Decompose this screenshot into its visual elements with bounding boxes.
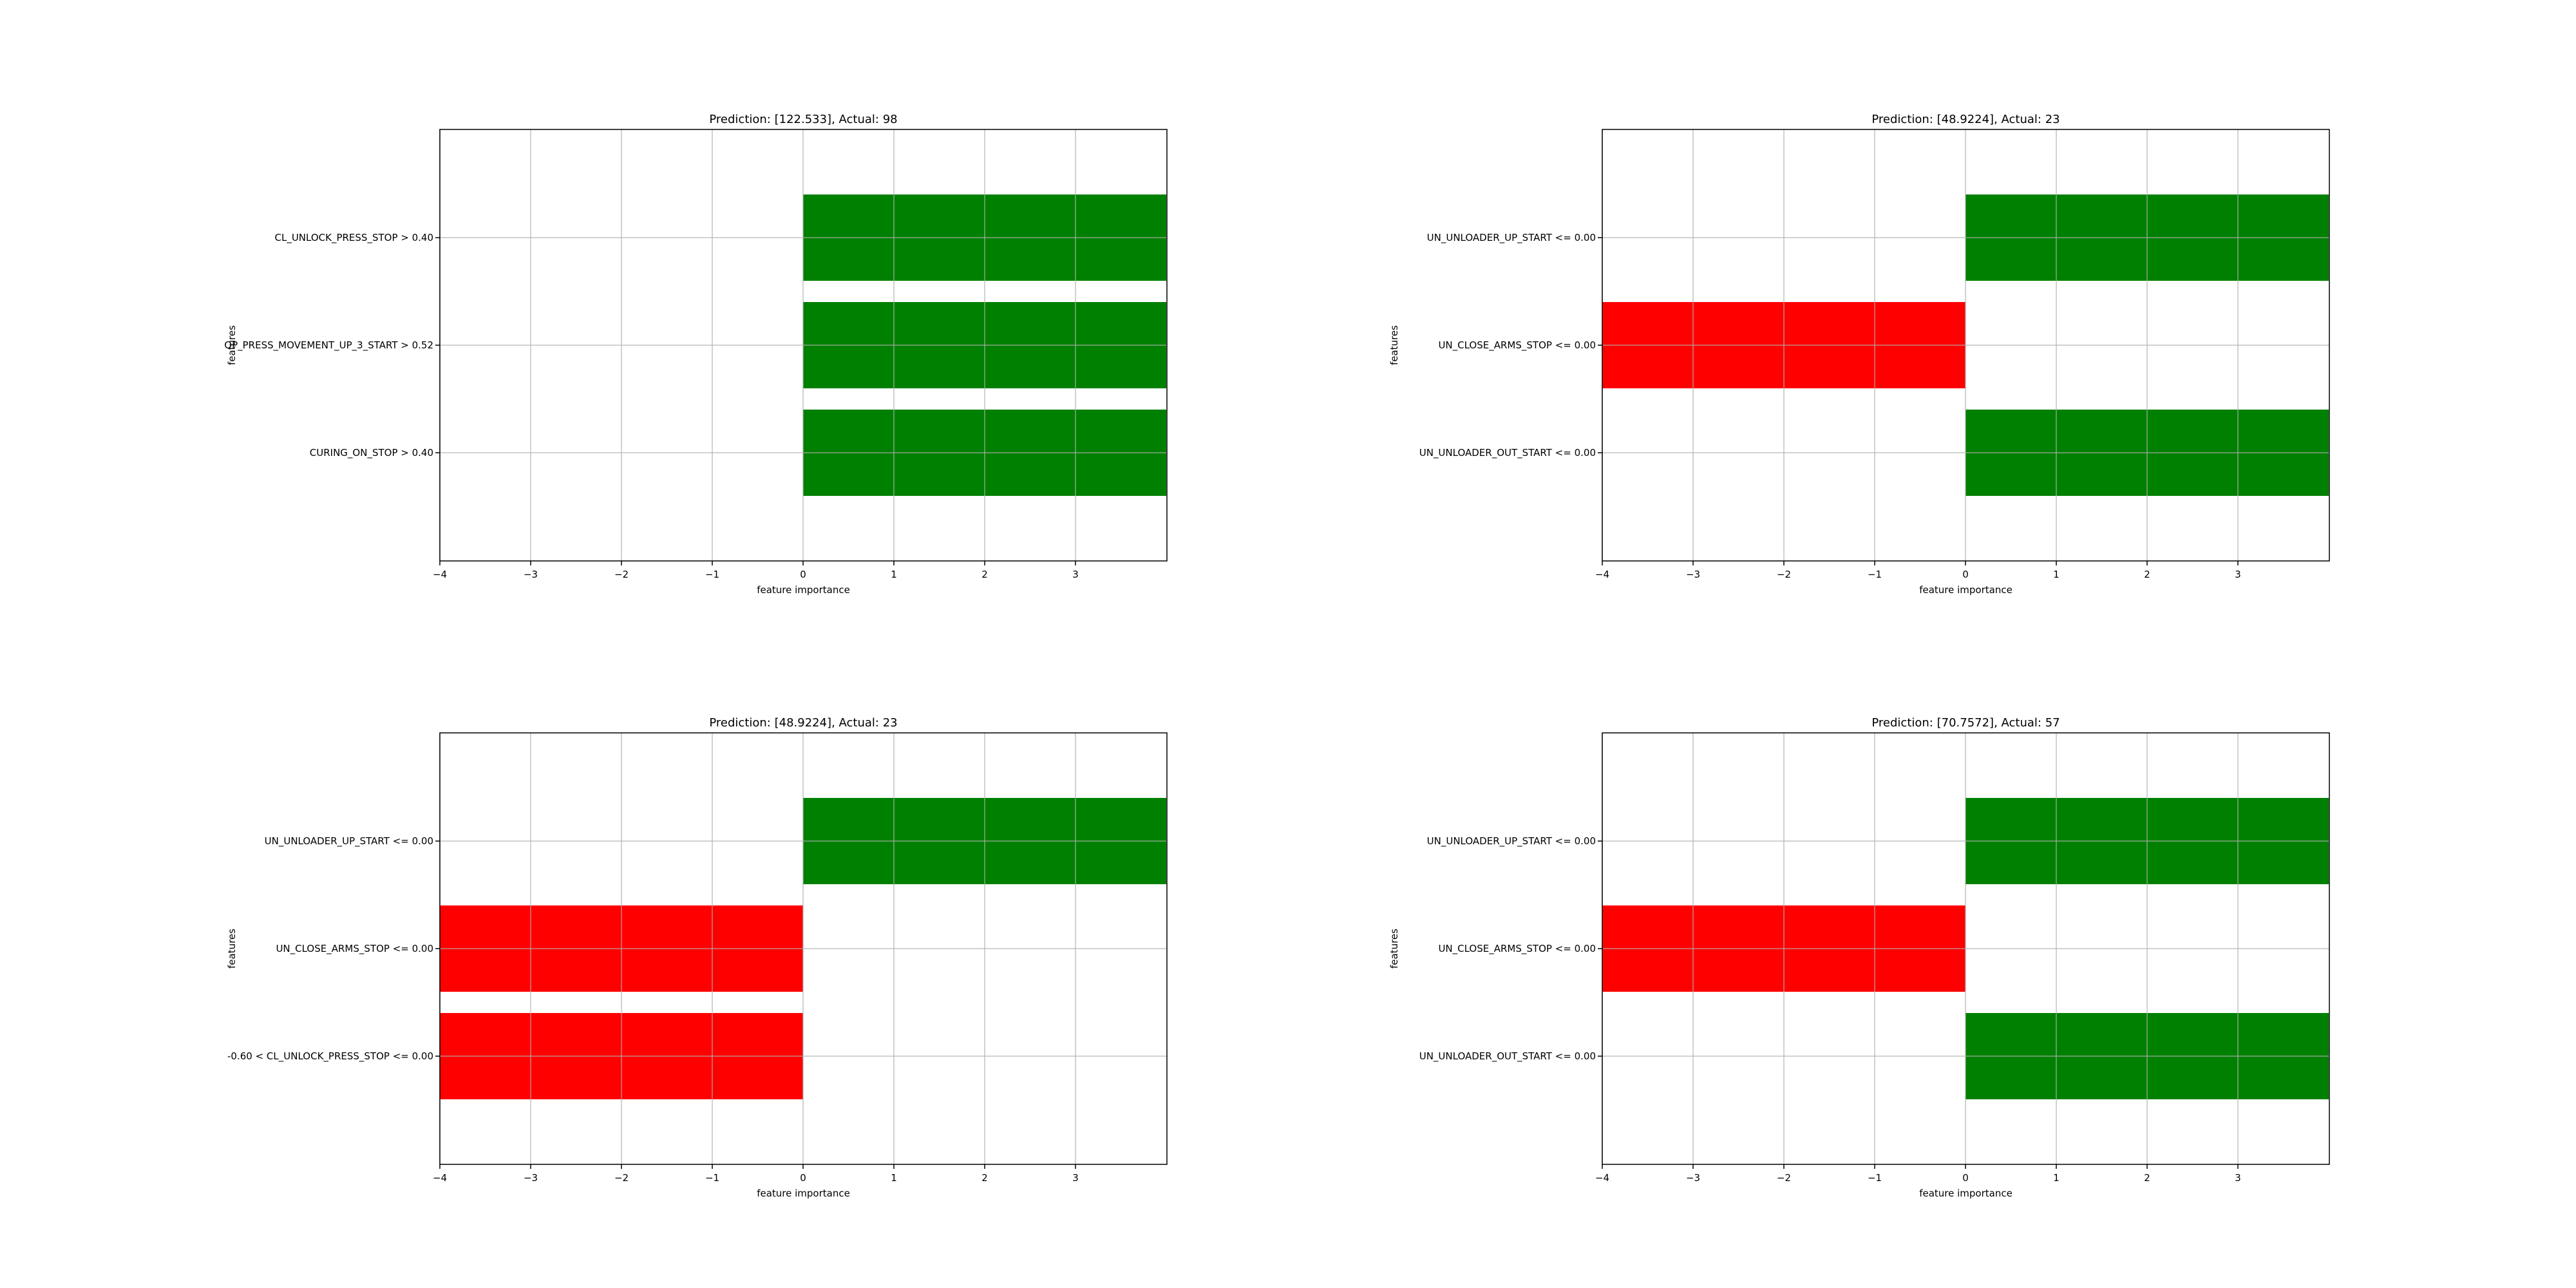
x-tick-label: 3	[2235, 1172, 2241, 1184]
x-tick-label: −2	[614, 569, 629, 580]
x-tick-label: 0	[800, 1172, 806, 1184]
x-tick-label: 2	[981, 569, 988, 580]
x-axis-label: feature importance	[757, 584, 850, 596]
chart-title: Prediction: [122.533], Actual: 98	[709, 113, 897, 126]
chart-title: Prediction: [48.9224], Actual: 23	[709, 716, 897, 730]
x-tick-label: 1	[2053, 1172, 2060, 1184]
y-category-label: UN_CLOSE_ARMS_STOP <= 0.00	[1438, 339, 1596, 352]
y-axis-label: features	[226, 325, 238, 365]
x-tick-label: 0	[1962, 1172, 1969, 1184]
x-tick-label: −3	[524, 569, 538, 580]
x-tick-label: −4	[433, 1172, 447, 1184]
x-tick-label: −1	[705, 569, 719, 580]
x-tick-label: −4	[1595, 1172, 1609, 1184]
x-axis-label: feature importance	[1919, 1188, 2012, 1199]
axes-frame	[1602, 732, 2330, 1165]
x-tick-label: −1	[1868, 569, 1882, 580]
x-axis-label: feature importance	[757, 1188, 850, 1199]
axes-frame	[439, 732, 1168, 1165]
x-tick-label: 2	[2144, 1172, 2150, 1184]
y-category-label: UN_UNLOADER_OUT_START <= 0.00	[1419, 1050, 1596, 1063]
x-tick-label: −1	[705, 1172, 719, 1184]
x-tick-label: −4	[433, 569, 447, 580]
y-category-label: UN_UNLOADER_UP_START <= 0.00	[1427, 835, 1596, 848]
chart-title: Prediction: [48.9224], Actual: 23	[1871, 113, 2060, 126]
chart-title: Prediction: [70.7572], Actual: 57	[1871, 716, 2060, 730]
subplot-1: −4 −3 −2 −1 0 1 2 3 CL_UNLOCK_PRESS_STOP > 0.40 O…	[224, 113, 1168, 596]
x-tick-label: −3	[1686, 569, 1700, 580]
y-axis-label: features	[226, 929, 238, 969]
x-tick-label: 2	[2144, 569, 2150, 580]
x-tick-label: 1	[2053, 569, 2060, 580]
x-axis-label: feature importance	[1919, 584, 2012, 596]
axes-frame	[439, 129, 1168, 562]
x-tick-label: −3	[524, 1172, 538, 1184]
y-category-label: OP_PRESS_MOVEMENT_UP_3_START > 0.52	[224, 339, 433, 352]
x-tick-label: −2	[1777, 1172, 1791, 1184]
x-tick-label: 2	[981, 1172, 988, 1184]
x-tick-label: 3	[2235, 569, 2241, 580]
subplot-4: −4 −3 −2 −1 0 1 2 3 UN_UNLOADER_UP_START <= 0.00…	[1388, 716, 2330, 1199]
x-tick-label: −3	[1686, 1172, 1700, 1184]
x-tick-label: 0	[1962, 569, 1969, 580]
y-axis-label: features	[1388, 325, 1400, 365]
y-category-label: UN_CLOSE_ARMS_STOP <= 0.00	[276, 943, 433, 955]
subplot-3: −4 −3 −2 −1 0 1 2 3 UN_UNLOADER_UP_START <= 0.00…	[226, 716, 1168, 1199]
x-tick-label: 3	[1072, 1172, 1079, 1184]
x-tick-label: 1	[891, 569, 897, 580]
y-category-label: CL_UNLOCK_PRESS_STOP > 0.40	[275, 232, 434, 244]
y-category-label: UN_UNLOADER_UP_START <= 0.00	[1427, 232, 1596, 244]
axes-frame	[1602, 129, 2330, 562]
x-tick-label: 3	[1072, 569, 1079, 580]
subplot-2: −4 −3 −2 −1 0 1 2 3 UN_UNLOADER_UP_START <= 0.00…	[1388, 113, 2330, 596]
x-tick-label: −4	[1595, 569, 1609, 580]
y-axis-label: features	[1388, 929, 1400, 969]
x-tick-label: −2	[614, 1172, 629, 1184]
x-tick-label: 0	[800, 569, 806, 580]
y-category-label: -0.60 < CL_UNLOCK_PRESS_STOP <= 0.00	[227, 1050, 433, 1063]
x-tick-label: −1	[1868, 1172, 1882, 1184]
y-category-label: UN_CLOSE_ARMS_STOP <= 0.00	[1438, 943, 1596, 955]
x-tick-label: −2	[1777, 569, 1791, 580]
y-category-label: UN_UNLOADER_OUT_START <= 0.00	[1419, 447, 1596, 459]
x-tick-label: 1	[891, 1172, 897, 1184]
y-category-label: UN_UNLOADER_UP_START <= 0.00	[265, 835, 433, 848]
y-category-label: CURING_ON_STOP > 0.40	[310, 447, 433, 459]
